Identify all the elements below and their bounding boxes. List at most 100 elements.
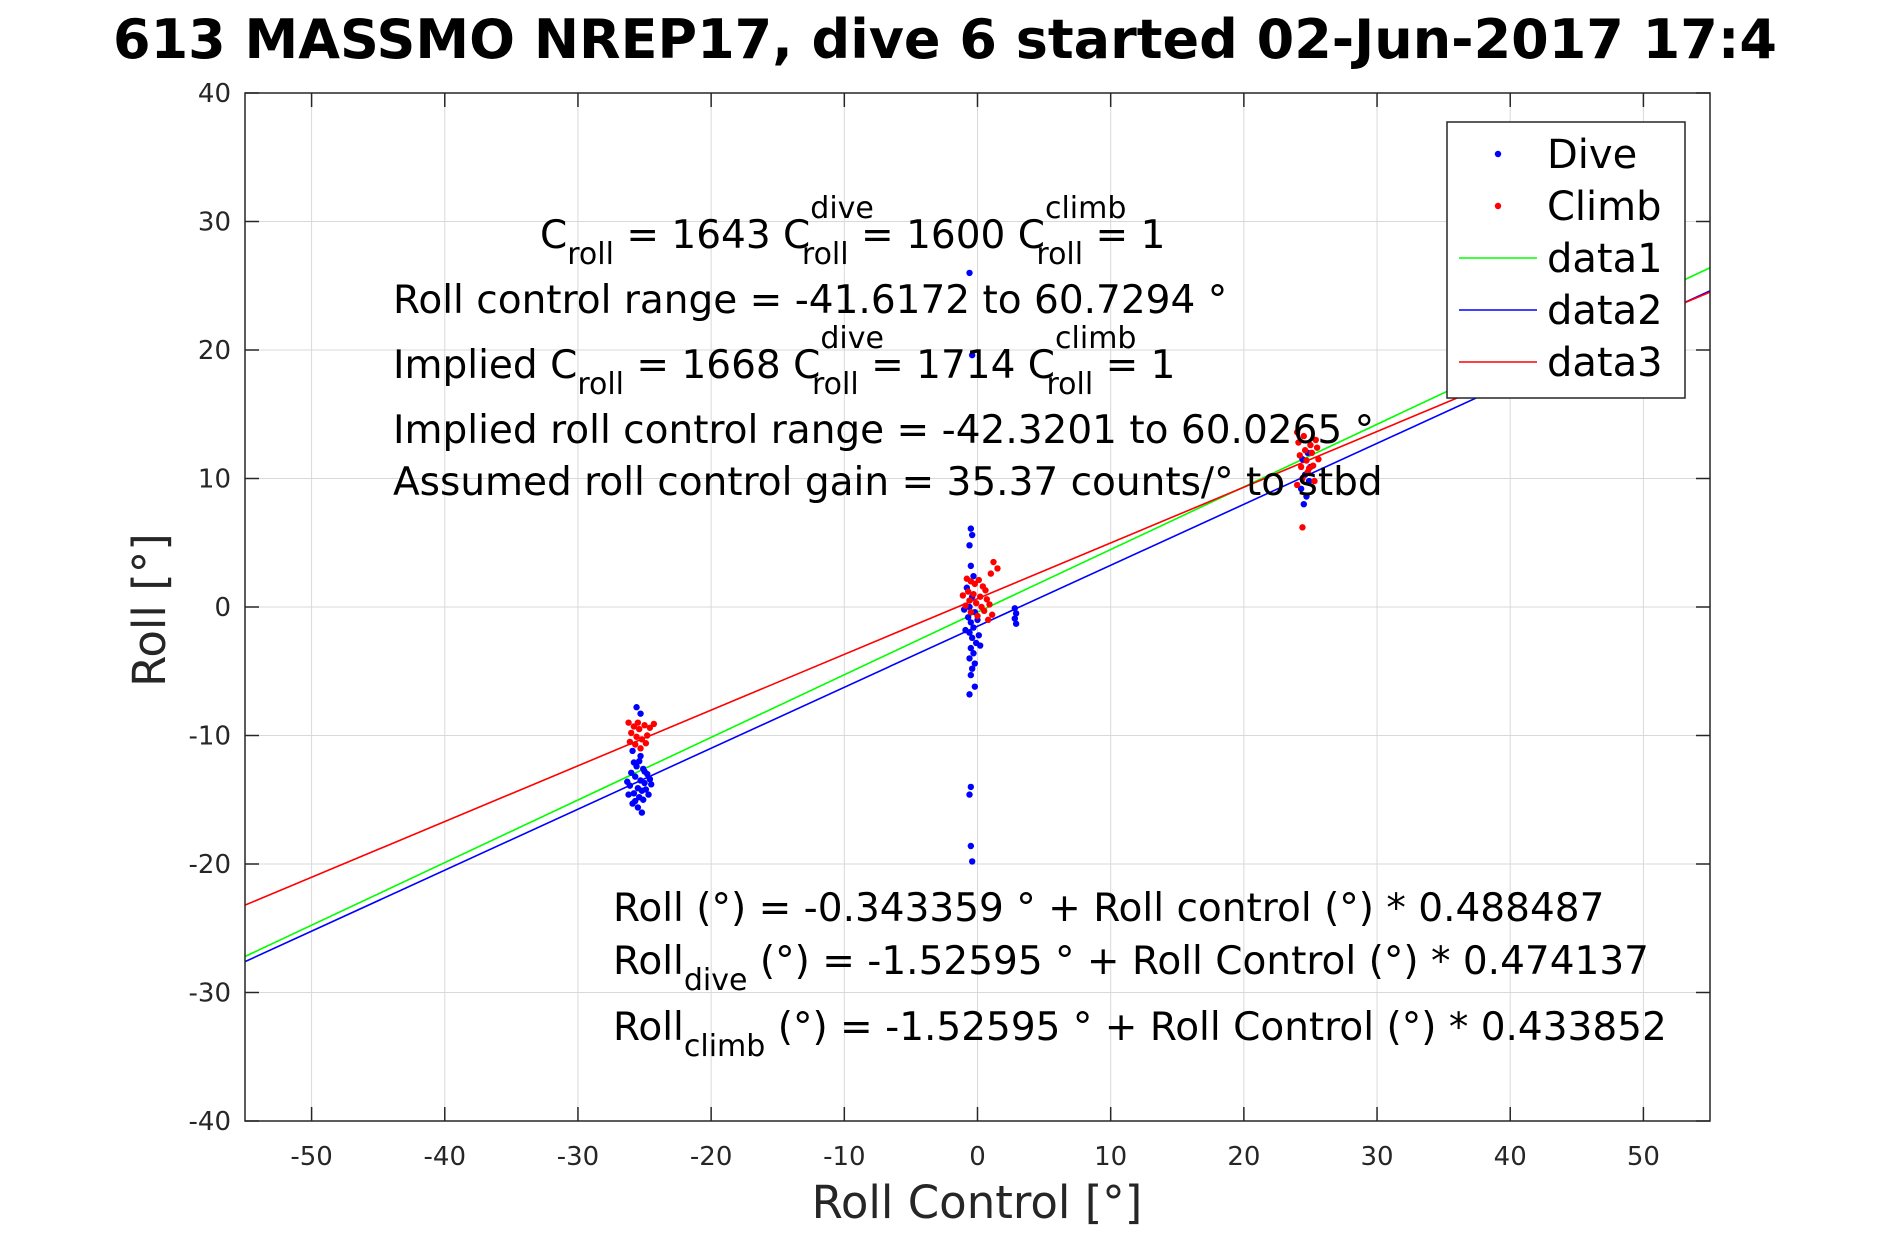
- dive-point: [967, 842, 975, 850]
- y-tick-label: 0: [214, 593, 231, 623]
- annotation-part: Implied C: [393, 343, 577, 388]
- dive-point: [975, 632, 983, 639]
- dive-point: [967, 525, 975, 532]
- x-tick-label: 40: [1494, 1142, 1527, 1172]
- dive-point: [1012, 610, 1020, 617]
- annotation-line: Assumed roll control gain = 35.37 counts…: [393, 460, 1383, 505]
- climb-point: [966, 597, 973, 604]
- annotation-part: = 1643 C: [614, 213, 810, 258]
- climb-point: [1313, 444, 1321, 451]
- x-tick-label: -40: [424, 1142, 466, 1172]
- climb-point: [959, 592, 967, 599]
- dive-point: [637, 752, 644, 760]
- dive-point: [628, 769, 635, 776]
- climb-point: [1293, 481, 1301, 489]
- scatter-points: [624, 269, 1322, 865]
- annotation-part: Assumed roll control gain = 35.37 counts…: [393, 460, 1383, 505]
- climb-point: [644, 732, 651, 739]
- climb-point: [634, 719, 642, 726]
- dive-point: [968, 858, 976, 865]
- dive-point: [632, 773, 639, 780]
- climb-point: [974, 612, 981, 620]
- annotation-part: climb: [1055, 321, 1136, 356]
- dive-point: [630, 790, 638, 797]
- dive-point: [642, 786, 650, 793]
- climb-point: [628, 729, 635, 737]
- y-tick-label: 10: [198, 465, 231, 495]
- x-tick-label: 20: [1227, 1142, 1260, 1172]
- dive-point: [1011, 605, 1018, 612]
- climb-point: [964, 588, 972, 595]
- climb-point: [633, 733, 640, 740]
- legend: Dive Climb data1 data2 data3: [1446, 121, 1686, 399]
- dive-point: [1303, 493, 1310, 500]
- annotation-part: = 1: [1093, 343, 1175, 388]
- y-axis-label: Roll [°]: [123, 533, 176, 687]
- climb-point: [1308, 449, 1315, 456]
- climb-point: [987, 570, 995, 577]
- annotation-part: Roll: [613, 939, 684, 984]
- climb-point: [962, 602, 969, 609]
- y-tick-label: 30: [198, 208, 231, 238]
- dive-point: [968, 351, 976, 359]
- dive-point: [634, 804, 642, 811]
- dive-point: [967, 783, 975, 791]
- climb-point: [980, 607, 988, 615]
- dive-point: [625, 791, 632, 798]
- dive-point: [1300, 501, 1307, 508]
- dive-point: [971, 683, 979, 690]
- annotation-part: = 1600 C: [849, 213, 1045, 258]
- climb-point: [637, 745, 644, 752]
- climb-point: [626, 738, 634, 746]
- climb-point: [646, 724, 654, 731]
- dive-point: [1297, 485, 1305, 492]
- climb-point: [1300, 432, 1307, 440]
- dive-point: [1011, 615, 1018, 622]
- climb-point: [982, 587, 989, 594]
- annotation-part: roll: [1036, 237, 1083, 272]
- x-axis-label: Roll Control [°]: [812, 1176, 1143, 1229]
- climb-point: [983, 596, 991, 603]
- annotation-part: roll: [577, 367, 624, 402]
- y-tick-label: -40: [189, 1107, 231, 1137]
- annotations: Croll = 1643 Cdive roll = 1600 Cclimb roll…: [393, 191, 1667, 1064]
- x-tick-label: 50: [1627, 1142, 1660, 1172]
- annotation-part: climb: [684, 1029, 765, 1064]
- chart-title: 613 MASSMO NREP17, dive 6 started 02-Jun…: [113, 8, 1777, 71]
- dive-point: [966, 655, 973, 662]
- y-tick-label: -30: [189, 979, 231, 1009]
- annotation-part: roll: [567, 237, 614, 272]
- legend-label: data1: [1547, 236, 1663, 282]
- dive-point: [967, 644, 975, 652]
- dive-point: [966, 691, 973, 698]
- climb-point: [990, 558, 997, 566]
- climb-point: [1296, 452, 1304, 459]
- climb-point: [988, 611, 996, 618]
- x-tick-label: 30: [1360, 1142, 1393, 1172]
- climb-point: [971, 580, 979, 588]
- annotation-part: dive: [684, 963, 748, 998]
- climb-point: [994, 565, 1001, 572]
- dive-point: [633, 704, 640, 711]
- annotation-part: roll: [802, 237, 849, 272]
- legend-label: Climb: [1547, 184, 1662, 230]
- dive-point: [970, 572, 977, 580]
- x-tick-label: -30: [557, 1142, 599, 1172]
- dive-point: [624, 778, 631, 785]
- y-tick-label: -10: [189, 722, 231, 752]
- dive-point: [632, 797, 639, 805]
- climb-point: [630, 723, 638, 730]
- dive-point: [636, 758, 643, 765]
- annotation-line: Implied roll control range = -42.3201 to…: [393, 408, 1374, 453]
- annotation-line: Croll = 1643 Cdive roll = 1600 Cclimb roll…: [540, 191, 1165, 272]
- dive-point: [971, 660, 979, 667]
- climb-point: [1299, 524, 1306, 531]
- dive-point: [976, 642, 984, 649]
- climb-point: [1295, 439, 1302, 446]
- annotation-line: Rolldive (°) = -1.52595 ° + Roll Control…: [613, 939, 1649, 998]
- annotation-part: Implied roll control range = -42.3201 to…: [393, 408, 1374, 453]
- climb-point: [625, 719, 632, 726]
- climb-point: [632, 741, 639, 748]
- annotation-part: roll: [812, 367, 859, 402]
- climb-point: [636, 725, 643, 733]
